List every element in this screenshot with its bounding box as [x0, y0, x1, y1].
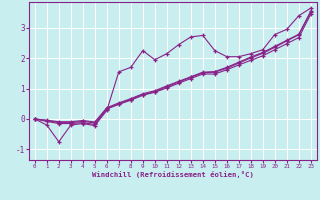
X-axis label: Windchill (Refroidissement éolien,°C): Windchill (Refroidissement éolien,°C) [92, 171, 254, 178]
